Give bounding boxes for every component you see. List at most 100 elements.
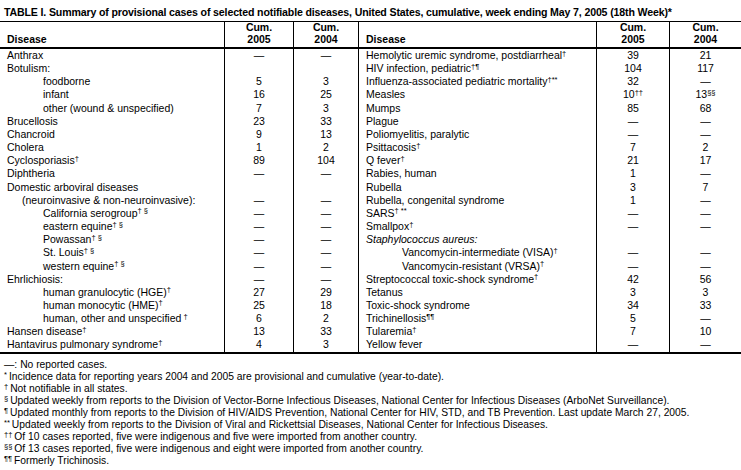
cum-2004-cell: — — [670, 207, 741, 220]
disease-cell: Cyclosporiasis† — [0, 154, 225, 167]
footnote-marker: ¶¶ — [4, 454, 12, 463]
footnote-marker: † — [562, 49, 566, 58]
disease-label: Yellow fever — [366, 338, 422, 350]
cum-2004-cell: 68 — [670, 102, 741, 115]
disease-cell: Vancomycin-resistant (VRSA)† — [359, 260, 597, 273]
disease-label: western equine — [43, 260, 114, 272]
footnote-text: Updated monthly from reports to the Divi… — [10, 407, 689, 418]
count-value: 29 — [320, 286, 332, 298]
footnote-text: Of 13 cases reported, five were indigeno… — [14, 443, 423, 454]
cum-2005-cell: 3 — [597, 181, 670, 194]
cum-2005-cell: 1 — [597, 167, 670, 180]
footnote-text: Of 10 cases reported, five were indigeno… — [14, 431, 417, 442]
table-title: TABLE I. Summary of provisional cases of… — [0, 0, 741, 21]
disease-label: Tetanus — [366, 286, 403, 298]
footnote-marker: ¶¶ — [426, 312, 434, 321]
footnote-text: Formerly Trichinosis. — [14, 455, 109, 466]
cum-2005-cell: 104 — [597, 62, 670, 75]
cum-2004-cell: — — [294, 49, 359, 62]
cum-2005-cell: 10†† — [597, 88, 670, 101]
count-value: 18 — [320, 299, 332, 311]
disease-cell: human monocytic (HME)† — [0, 299, 225, 312]
disease-label: Mumps — [366, 102, 400, 114]
cum-2004-cell: 33 — [294, 115, 359, 128]
header-disease-right: Disease — [359, 22, 597, 49]
count-value: — — [628, 115, 639, 127]
disease-cell: Yellow fever — [359, 338, 597, 351]
cum-2004-cell: 10 — [670, 325, 741, 338]
disease-cell: Rubella — [359, 181, 597, 194]
count-value: 5 — [256, 75, 262, 87]
header-cum-2004-left: Cum. 2004 — [294, 22, 359, 49]
footnote-text: Updated weekly from reports to the Divis… — [12, 419, 548, 430]
count-value: 6 — [256, 312, 262, 324]
disease-label: Influenza-associated pediatric mortality — [366, 75, 548, 87]
disease-cell: Botulism: — [0, 62, 225, 75]
disease-cell: Smallpox† — [359, 220, 597, 233]
header-year-label: 2004 — [314, 33, 337, 45]
cum-2005-cell: 89 — [225, 154, 294, 167]
cum-2004-cell: — — [670, 128, 741, 141]
cum-2005-cell: 42 — [597, 273, 670, 286]
cum-2005-cell: — — [597, 338, 670, 351]
cum-2005-cell: 21 — [597, 154, 670, 167]
disease-cell: Hansen disease† — [0, 325, 225, 338]
count-value: — — [254, 220, 265, 232]
footnote-text: Incidence data for reporting years 2004 … — [9, 371, 444, 382]
count-value: 13 — [320, 128, 332, 140]
cum-2005-cell: — — [225, 246, 294, 259]
count-value: — — [254, 246, 265, 258]
disease-label: Vancomycin-resistant (VRSA) — [402, 260, 540, 272]
cum-2004-cell: 13§§ — [670, 88, 741, 101]
footnote-marker: † — [540, 260, 544, 269]
count-value: 5 — [630, 312, 636, 324]
count-value: — — [254, 273, 265, 285]
disease-cell: human, other and unspecified † — [0, 312, 225, 325]
footnote-text: Not notifiable in all states. — [10, 383, 127, 394]
count-value: — — [321, 260, 332, 272]
count-value: — — [628, 128, 639, 140]
disease-label: Tularemia — [366, 325, 412, 337]
cum-2004-cell: — — [670, 75, 741, 88]
disease-label: eastern equine — [43, 220, 112, 232]
cum-2004-cell: — — [294, 220, 359, 233]
disease-label: Rubella, congenital syndrome — [366, 194, 504, 206]
disease-label: Q fever — [366, 154, 400, 166]
cum-2004-cell: — — [294, 207, 359, 220]
footnote-marker: † — [181, 312, 187, 321]
disease-label: California serogroup — [43, 207, 138, 219]
count-value: — — [700, 246, 711, 258]
cum-2004-cell: 117 — [670, 62, 741, 75]
cum-2005-cell: — — [225, 260, 294, 273]
footnote-marker: † — [159, 299, 163, 308]
disease-label: Poliomyelitis, paralytic — [366, 128, 469, 140]
disease-cell: Chancroid — [0, 128, 225, 141]
footnote-marker: § — [4, 394, 8, 403]
header-cum-label: Cum. — [246, 22, 272, 33]
count-value: 39 — [627, 49, 639, 61]
disease-label: Cyclosporiasis — [7, 154, 75, 166]
disease-label: Streptococcal toxic-shock syndrome — [366, 273, 534, 285]
footnote: ¶¶Formerly Trichinosis. — [4, 455, 741, 467]
count-value: — — [700, 312, 711, 324]
cum-2004-cell: — — [294, 246, 359, 259]
cum-2005-cell: — — [225, 167, 294, 180]
disease-label: Botulism: — [7, 62, 50, 74]
footnote-marker: † § — [114, 260, 124, 269]
count-value: — — [700, 194, 711, 206]
disease-cell: Domestic arboviral diseases — [0, 181, 225, 194]
cum-2005-cell: 5 — [597, 312, 670, 325]
header-cum-2004-right: Cum. 2004 — [670, 22, 741, 49]
count-value: 4 — [256, 338, 262, 350]
disease-cell: Measles — [359, 88, 597, 101]
disease-label: HIV infection, pediatric — [366, 62, 471, 74]
cum-2004-cell: 3 — [294, 102, 359, 115]
disease-label: St. Louis — [43, 246, 84, 258]
cum-2004-cell: — — [670, 338, 741, 351]
cum-2005-cell: — — [225, 233, 294, 246]
footnote-marker: §§ — [4, 442, 12, 451]
cum-2005-cell — [597, 233, 670, 246]
cum-2005-cell: 6 — [225, 312, 294, 325]
disease-label: human granulocytic (HGE) — [43, 286, 167, 298]
cum-2005-cell: 23 — [225, 115, 294, 128]
